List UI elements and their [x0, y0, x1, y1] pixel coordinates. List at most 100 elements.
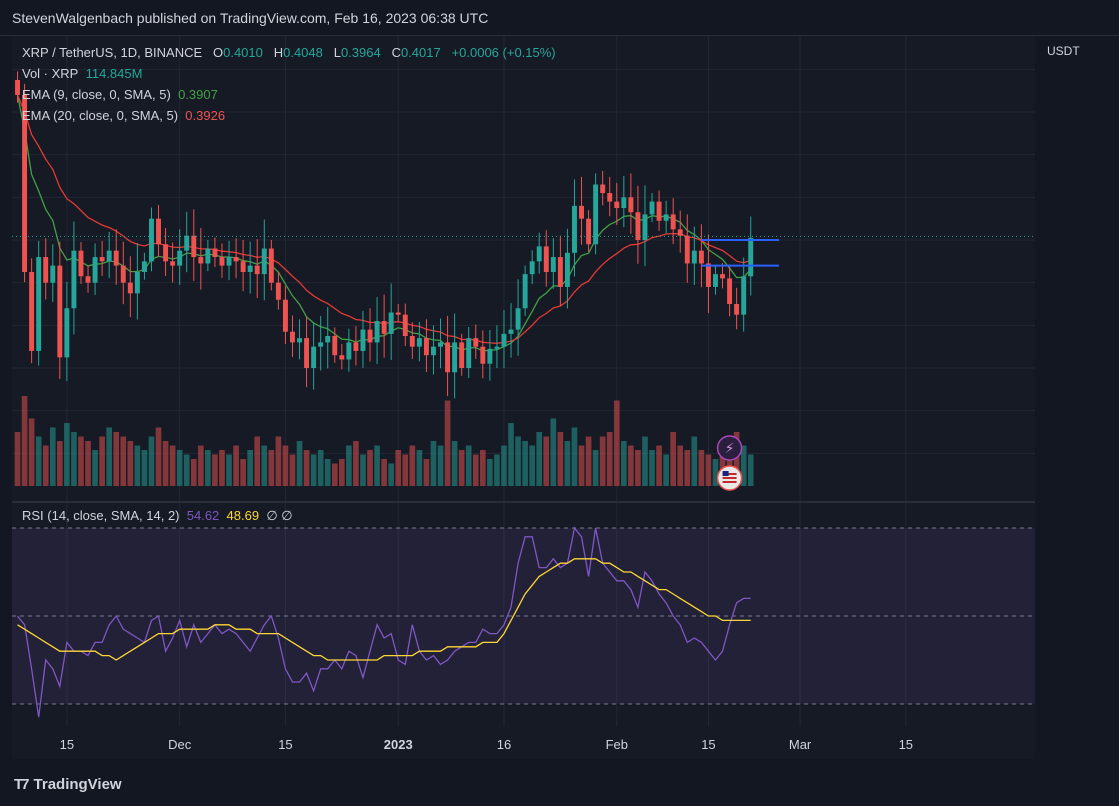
candle-body: [628, 197, 634, 213]
volume-bar: [472, 454, 479, 486]
candle-body: [318, 342, 324, 347]
candle-body: [332, 336, 338, 356]
volume-bar: [635, 450, 641, 486]
candle-body: [670, 214, 676, 230]
volume-bar: [613, 400, 620, 486]
tradingview-brand[interactable]: T7 TradingView: [14, 776, 122, 793]
candle-body: [311, 346, 317, 368]
time-tick-label: 15: [278, 737, 292, 752]
volume-bar: [141, 450, 148, 486]
volume-bar: [465, 445, 472, 486]
candle-body: [57, 265, 63, 358]
volume-bar: [515, 436, 521, 486]
candle-body: [459, 342, 465, 368]
candle-body: [50, 265, 56, 283]
candle-body: [177, 250, 183, 266]
volume-bar: [324, 459, 331, 486]
candle-body: [494, 346, 500, 349]
volume-bar: [585, 436, 592, 486]
rsi-legend[interactable]: RSI (14, close, SMA, 14, 2) 54.62 48.69 …: [22, 508, 293, 524]
candle-body: [254, 265, 260, 275]
candle-body: [163, 244, 169, 262]
volume-bar: [529, 445, 535, 486]
candle-body: [268, 248, 274, 283]
time-tick-label: 2023: [384, 737, 413, 752]
volume-bar: [78, 436, 84, 486]
rsi-extra: ∅ ∅: [266, 508, 293, 523]
volume-bar: [367, 450, 373, 486]
candle-body: [579, 205, 584, 219]
volume-bar: [296, 441, 303, 486]
candle-body: [205, 248, 211, 264]
rsi-line: [16, 526, 751, 718]
volume-bar: [162, 441, 169, 486]
candle-body: [15, 80, 20, 95]
candle-body: [720, 274, 725, 279]
candle-body: [64, 308, 70, 358]
candle-body: [431, 346, 436, 356]
low-label: L: [333, 45, 341, 60]
candle-body: [734, 304, 740, 315]
candle-body: [106, 250, 112, 262]
volume-bar: [571, 427, 578, 486]
volume-bar: [543, 436, 550, 486]
candle-body: [614, 201, 620, 208]
candle-body: [607, 193, 613, 202]
volume-bar: [416, 450, 423, 486]
ema9-legend[interactable]: EMA (9, close, 0, SMA, 5) 0.3907: [22, 87, 218, 102]
candle-body: [395, 312, 401, 315]
ohlc-legend: XRP / TetherUS, 1D, BINANCE O0.4010 H0.4…: [22, 45, 556, 60]
candle-body: [501, 333, 507, 347]
volume-bar: [733, 432, 740, 486]
volume-bar: [606, 432, 613, 486]
volume-bar: [501, 445, 507, 486]
flag-stripe: [722, 481, 737, 483]
flag-canton: [722, 471, 729, 476]
tradingview-logo-icon: T7: [14, 776, 29, 793]
volume-bar: [599, 436, 606, 486]
volume-bar: [480, 450, 486, 486]
volume-bar: [339, 459, 345, 486]
volume-bar: [642, 436, 648, 486]
candle-body: [360, 329, 366, 351]
volume-bar: [726, 436, 733, 486]
candle-body: [339, 355, 345, 360]
candle-body: [233, 257, 239, 262]
open-value: 0.4010: [223, 45, 263, 60]
volume-label: Vol · XRP: [22, 66, 79, 81]
volume-bar: [444, 400, 451, 486]
candle-body: [677, 229, 683, 236]
volume-bar: [106, 427, 112, 486]
candle-body: [198, 257, 204, 264]
volume-bar: [649, 450, 655, 486]
time-tick-label: Mar: [789, 737, 812, 752]
volume-bar: [92, 450, 98, 486]
volume-bar: [423, 459, 430, 486]
chart-svg[interactable]: 0.48000.46000.44000.42000.40000.38000.36…: [12, 36, 1035, 759]
time-tick-label: Dec: [168, 737, 192, 752]
volume-bar: [219, 450, 225, 486]
volume-bar: [303, 450, 310, 486]
candle-body: [381, 321, 387, 334]
ema20-legend[interactable]: EMA (20, close, 0, SMA, 5) 0.3926: [22, 108, 225, 123]
volume-bar: [275, 436, 282, 486]
candle-body: [85, 276, 91, 283]
candle-body: [240, 261, 246, 272]
symbol-label[interactable]: XRP / TetherUS, 1D, BINANCE: [22, 45, 203, 60]
candle-body: [572, 205, 577, 253]
volume-bar: [494, 454, 500, 486]
candle-body: [586, 218, 592, 245]
candle-body: [78, 250, 84, 277]
candle-body: [113, 250, 119, 266]
chart-area[interactable]: 0.48000.46000.44000.42000.40000.38000.36…: [12, 36, 1035, 759]
time-tick-label: 15: [701, 737, 715, 752]
volume-bar: [261, 445, 268, 486]
volume-bar: [409, 445, 416, 486]
volume-bar: [127, 441, 134, 486]
candle-body: [184, 235, 190, 251]
volume-bar: [353, 441, 359, 486]
volume-bar: [437, 445, 444, 486]
volume-bar: [205, 450, 211, 486]
volume-bar: [740, 445, 747, 486]
volume-legend[interactable]: Vol · XRP 114.845M: [22, 66, 142, 81]
